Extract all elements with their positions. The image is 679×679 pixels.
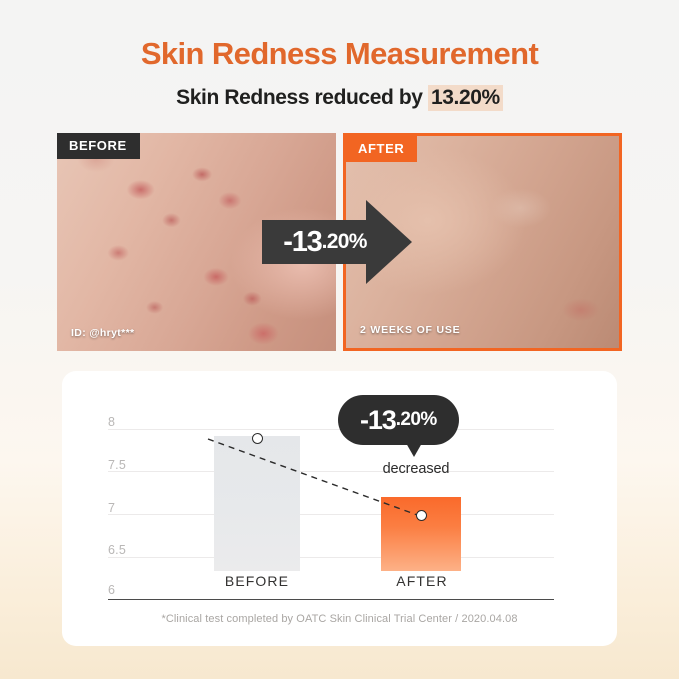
subtitle-prefix: Skin Redness reduced by [176, 86, 428, 109]
callout-value-small: .20% [395, 409, 438, 430]
gridline-6-5 [108, 557, 554, 558]
x-tick-label-after: AFTER [396, 573, 448, 589]
data-point-after [416, 510, 427, 521]
change-callout: -13.20% decreased [338, 395, 459, 477]
arrow-value: -13.20% [262, 198, 388, 286]
y-tick-label-7-5: 7.5 [108, 458, 126, 472]
callout-tail-icon [406, 443, 422, 457]
arrow-value-big: -13 [283, 225, 323, 258]
y-tick-label-8: 8 [108, 415, 116, 429]
page-title: Skin Redness Measurement [140, 36, 539, 71]
gridline-8 [108, 429, 554, 430]
callout-value-big: -13 [360, 404, 397, 435]
x-tick-label-before: BEFORE [224, 573, 290, 589]
bar-after [381, 497, 461, 571]
callout-pill: -13.20% [338, 395, 459, 445]
y-tick-label-7: 7 [108, 501, 116, 515]
subtitle-highlight-value: 13.20% [428, 85, 503, 111]
bar-chart: 8 7.5 7 6.5 6 BEFORE AFTER -13.20% [62, 371, 617, 646]
callout-sub-label: decreased [382, 461, 450, 477]
chart-footnote: *Clinical test completed by OATC Skin Cl… [161, 613, 518, 625]
arrow-value-small: .20% [321, 230, 368, 253]
gridline-7-5 [108, 471, 554, 472]
gridline-7 [108, 514, 554, 515]
after-caption: 2 WEEKS OF USE [360, 324, 461, 336]
chart-card: 8 7.5 7 6.5 6 BEFORE AFTER -13.20% [62, 371, 617, 646]
trend-dashed-line [207, 438, 421, 517]
before-badge: BEFORE [57, 133, 140, 159]
right-arrow-icon: -13.20% [262, 198, 412, 286]
x-axis-line [108, 599, 554, 600]
bar-before [214, 436, 300, 571]
y-tick-label-6: 6 [108, 583, 116, 597]
data-point-before [252, 433, 263, 444]
before-caption: ID: @hryt*** [71, 327, 135, 339]
page-subtitle: Skin Redness reduced by 13.20% [0, 85, 679, 111]
y-tick-label-6-5: 6.5 [108, 543, 126, 557]
after-badge: AFTER [346, 136, 418, 162]
